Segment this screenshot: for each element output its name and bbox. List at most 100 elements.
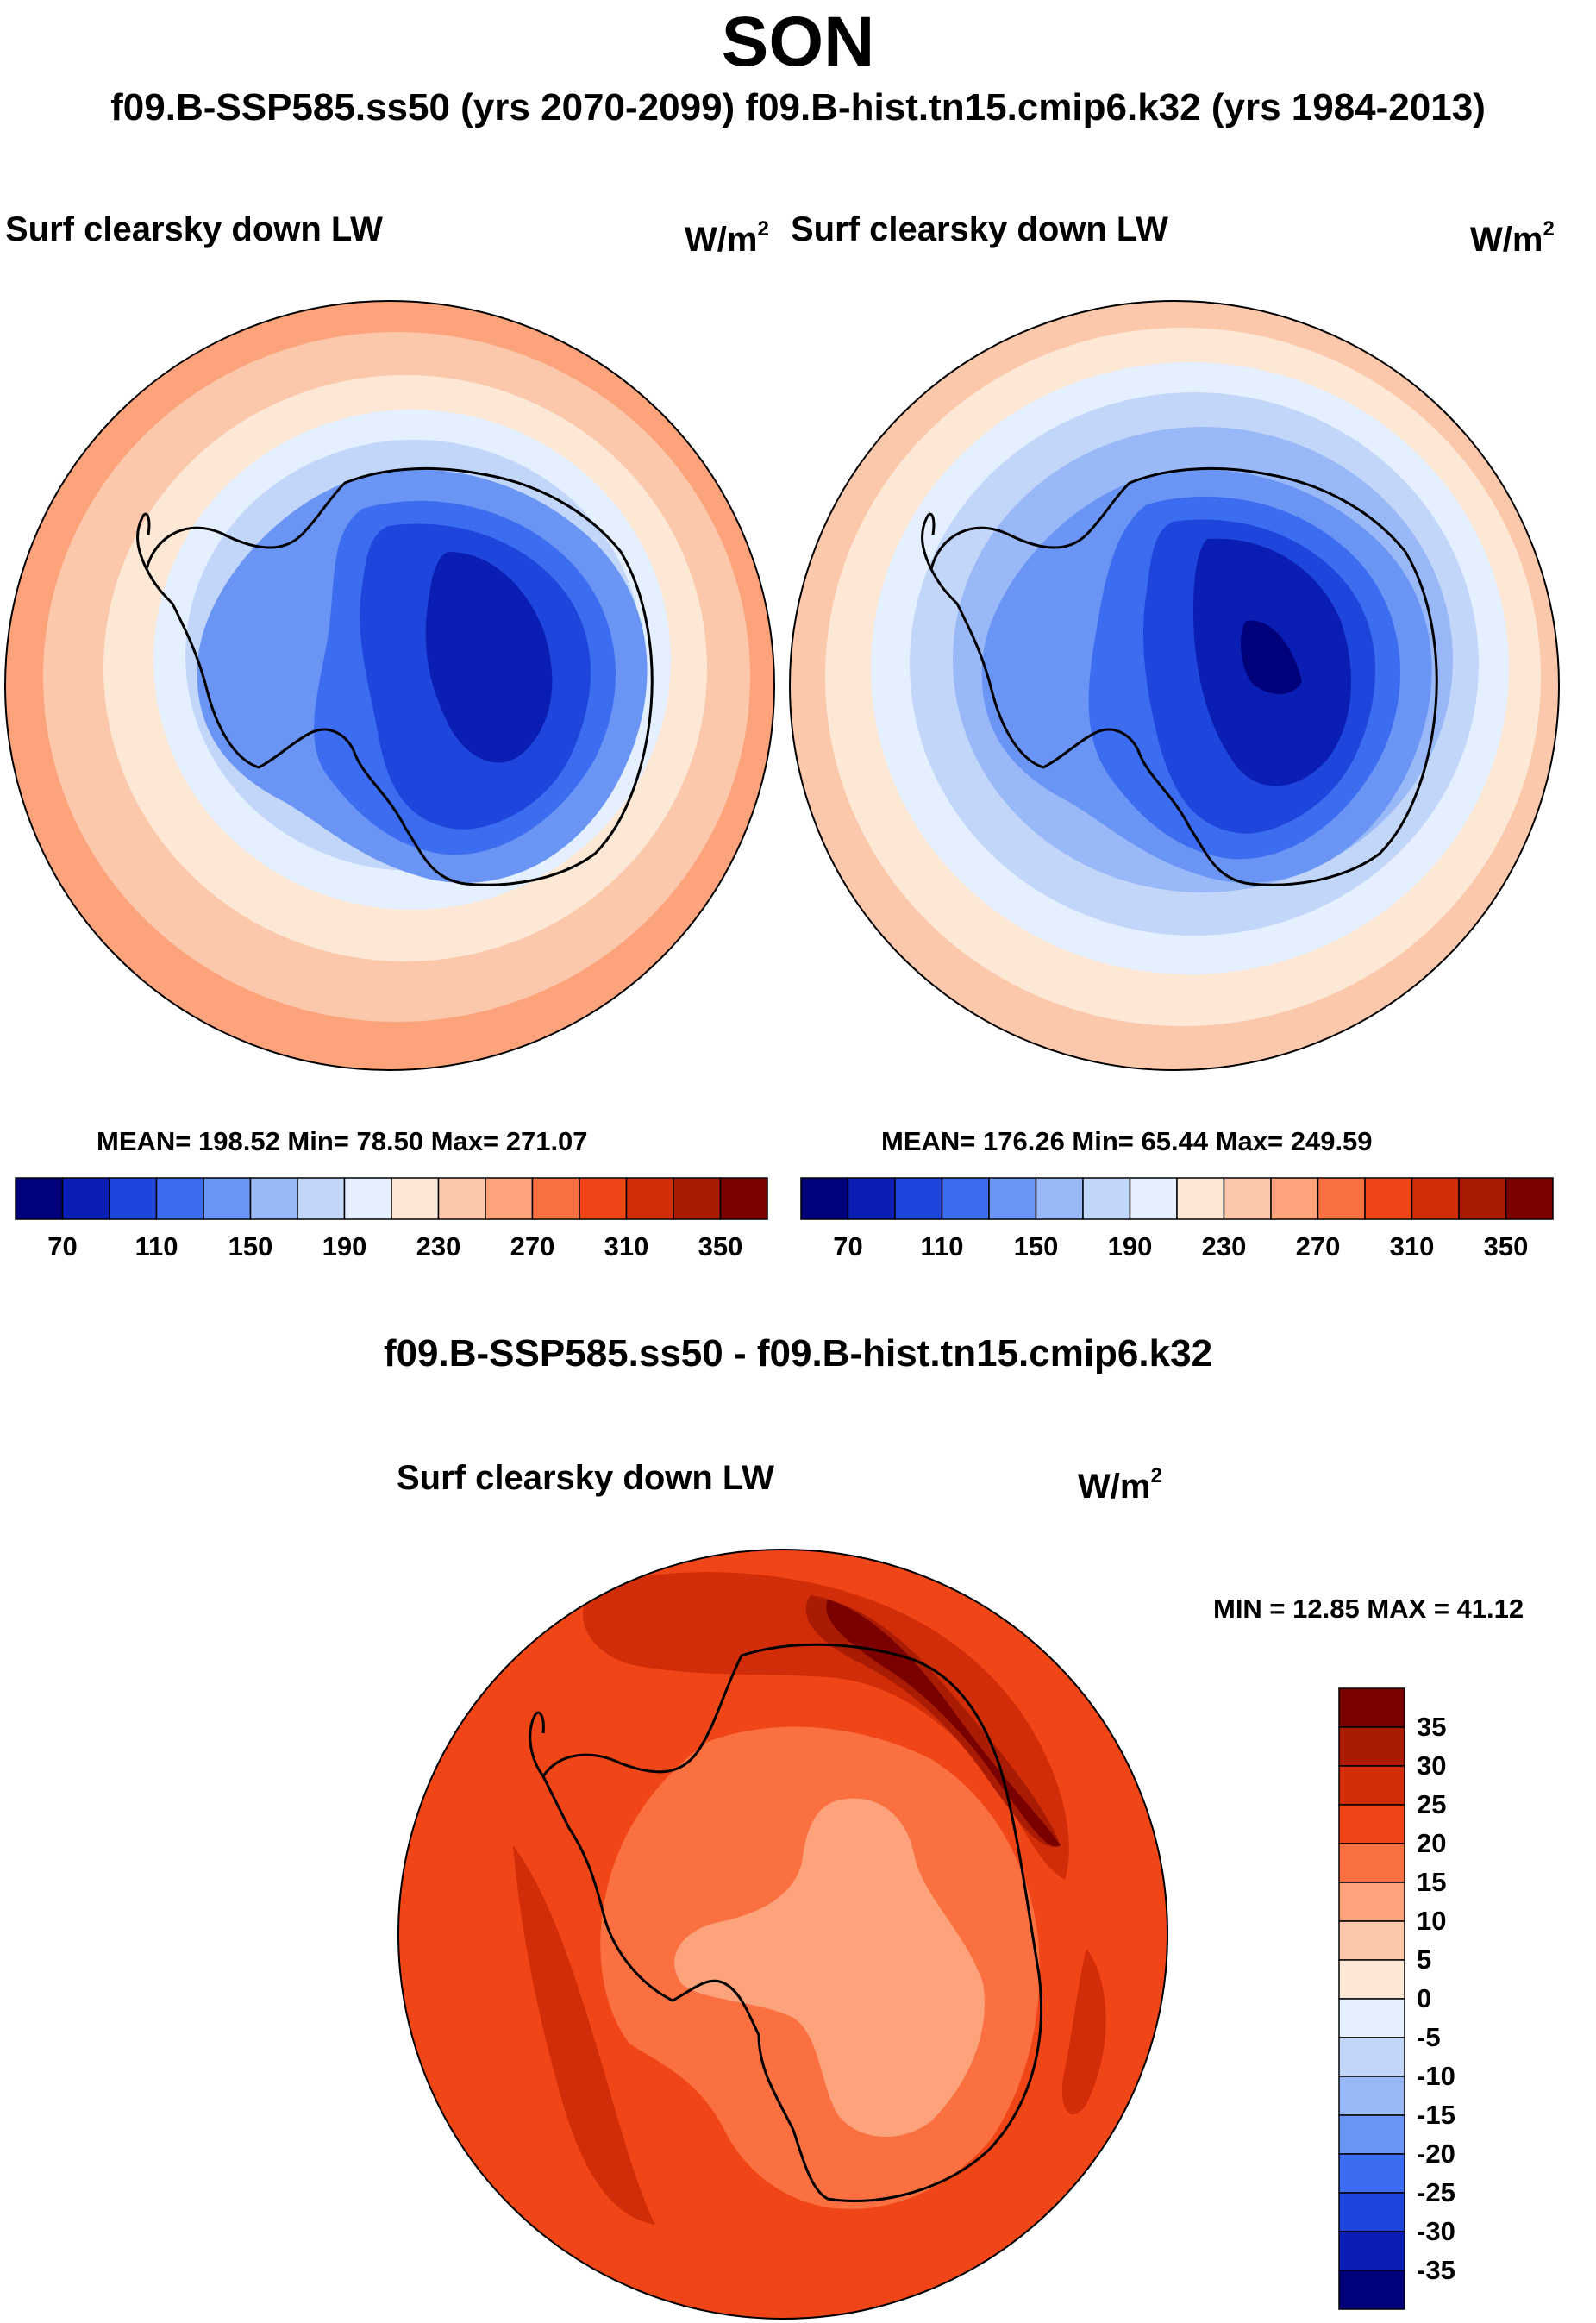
season-title: SON xyxy=(721,3,875,81)
panel1-field-band xyxy=(425,552,553,763)
colorbar-swatch xyxy=(1338,2153,1405,2194)
panel1-colorbar xyxy=(15,1177,768,1220)
panel2-map xyxy=(789,300,1560,1071)
colorbar-swatch xyxy=(673,1177,722,1220)
colorbar-tick-label: 270 xyxy=(1295,1231,1341,1262)
diff-antarctica-coastline xyxy=(541,1643,1042,2202)
panel2-stats: MEAN= 176.26 Min= 65.44 Max= 249.59 xyxy=(881,1126,1373,1156)
colorbar-swatch xyxy=(531,1177,580,1220)
colorbar-tick-label: -25 xyxy=(1417,2177,1455,2207)
diff-field-band xyxy=(826,1600,1061,1847)
colorbar-tick-label: 110 xyxy=(135,1231,178,1262)
colorbar-swatch xyxy=(485,1177,534,1220)
colorbar-swatch xyxy=(941,1177,990,1220)
panel1-peninsula-coastline xyxy=(136,512,151,570)
diff-minmax: MIN = 12.85 MAX = 41.12 xyxy=(1213,1594,1524,1624)
colorbar-swatch xyxy=(1458,1177,1507,1220)
colorbar-swatch xyxy=(1338,1804,1405,1844)
colorbar-swatch xyxy=(1338,1765,1405,1806)
colorbar-swatch xyxy=(1338,1687,1405,1728)
colorbar-swatch xyxy=(15,1177,64,1220)
panel2-units: W/m2 xyxy=(1470,217,1555,259)
difference-title: f09.B-SSP585.ss50 - f09.B-hist.tn15.cmip… xyxy=(383,1332,1213,1374)
diff-peninsula-coastline xyxy=(529,1711,545,1777)
colorbar-swatch xyxy=(1338,1882,1405,1922)
colorbar-tick-label: 350 xyxy=(698,1231,743,1262)
colorbar-swatch xyxy=(800,1177,849,1220)
colorbar-tick-label: 310 xyxy=(604,1231,649,1262)
colorbar-swatch xyxy=(1338,1726,1405,1767)
colorbar-swatch xyxy=(1364,1177,1413,1220)
diff-units: W/m2 xyxy=(1078,1464,1162,1506)
colorbar-tick-label: 310 xyxy=(1389,1231,1435,1262)
colorbar-swatch xyxy=(1223,1177,1272,1220)
colorbar-swatch xyxy=(1338,2270,1405,2310)
panel2-colorbar xyxy=(800,1177,1554,1220)
colorbar-tick-label: -30 xyxy=(1417,2216,1455,2246)
colorbar-swatch xyxy=(719,1177,768,1220)
colorbar-tick-label: 35 xyxy=(1417,1712,1447,1742)
colorbar-tick-label: -10 xyxy=(1417,2061,1455,2091)
colorbar-tick-label: 15 xyxy=(1417,1867,1447,1897)
colorbar-tick-label: 190 xyxy=(1107,1231,1153,1262)
diff-map-border xyxy=(397,1549,1168,2320)
diff-field-band xyxy=(582,1572,1069,1880)
colorbar-tick-label: 70 xyxy=(47,1231,78,1262)
colorbar-swatch xyxy=(391,1177,440,1220)
panel2-peninsula-coastline xyxy=(921,512,936,570)
colorbar-swatch xyxy=(1338,1920,1405,1961)
panel2-map-border xyxy=(789,300,1560,1071)
colorbar-tick-label: 150 xyxy=(1013,1231,1059,1262)
colorbar-swatch xyxy=(1338,2231,1405,2271)
colorbar-swatch xyxy=(203,1177,252,1220)
colorbar-tick-label: 230 xyxy=(416,1231,461,1262)
colorbar-swatch xyxy=(61,1177,110,1220)
panel2-variable-label: Surf clearsky down LW xyxy=(791,210,1168,248)
panel1-stats: MEAN= 198.52 Min= 78.50 Max= 271.07 xyxy=(97,1126,588,1156)
case-subtitle: f09.B-SSP585.ss50 (yrs 2070-2099) f09.B-… xyxy=(110,86,1486,128)
colorbar-tick-label: 110 xyxy=(920,1231,964,1262)
colorbar-tick-label: 30 xyxy=(1417,1750,1447,1781)
colorbar-tick-label: -5 xyxy=(1417,2022,1441,2052)
panel1-antarctica-coastline xyxy=(145,466,654,886)
diff-field-band xyxy=(674,1798,985,2138)
panel1-map-border xyxy=(4,300,775,1071)
colorbar-swatch xyxy=(343,1177,392,1220)
colorbar-tick-label: 25 xyxy=(1417,1789,1447,1819)
colorbar-swatch xyxy=(847,1177,896,1220)
colorbar-tick-label: 270 xyxy=(510,1231,555,1262)
diff-colorbar xyxy=(1338,1687,1405,2310)
colorbar-swatch xyxy=(1338,1959,1405,2000)
colorbar-swatch xyxy=(1338,1998,1405,2038)
diff-field-band xyxy=(805,1595,1061,1847)
colorbar-swatch xyxy=(1338,2076,1405,2116)
colorbar-swatch xyxy=(1411,1177,1460,1220)
colorbar-swatch xyxy=(1082,1177,1131,1220)
colorbar-swatch xyxy=(1505,1177,1554,1220)
colorbar-swatch xyxy=(1338,2037,1405,2077)
diff-variable-label: Surf clearsky down LW xyxy=(397,1459,774,1497)
colorbar-tick-label: 20 xyxy=(1417,1828,1447,1858)
colorbar-tick-label: 190 xyxy=(322,1231,367,1262)
colorbar-tick-label: 0 xyxy=(1417,1983,1432,2013)
colorbar-swatch xyxy=(249,1177,298,1220)
colorbar-tick-label: -15 xyxy=(1417,2100,1455,2130)
panel2-antarctica-coastline xyxy=(929,466,1438,886)
colorbar-swatch xyxy=(297,1177,346,1220)
colorbar-tick-label: 5 xyxy=(1417,1944,1432,1975)
panel1-variable-label: Surf clearsky down LW xyxy=(5,210,383,248)
panel1-map xyxy=(4,300,775,1071)
colorbar-tick-label: 230 xyxy=(1201,1231,1247,1262)
panel1-units: W/m2 xyxy=(685,217,769,259)
panel2-field-band xyxy=(1240,620,1302,694)
colorbar-tick-label: -20 xyxy=(1417,2138,1455,2169)
colorbar-tick-label: -35 xyxy=(1417,2255,1455,2285)
diff-field-band xyxy=(513,1845,655,2225)
colorbar-swatch xyxy=(1129,1177,1178,1220)
colorbar-tick-label: 350 xyxy=(1483,1231,1529,1262)
colorbar-swatch xyxy=(1338,2114,1405,2155)
colorbar-swatch xyxy=(1338,1843,1405,1883)
colorbar-tick-label: 150 xyxy=(228,1231,273,1262)
colorbar-tick-label: 70 xyxy=(833,1231,863,1262)
